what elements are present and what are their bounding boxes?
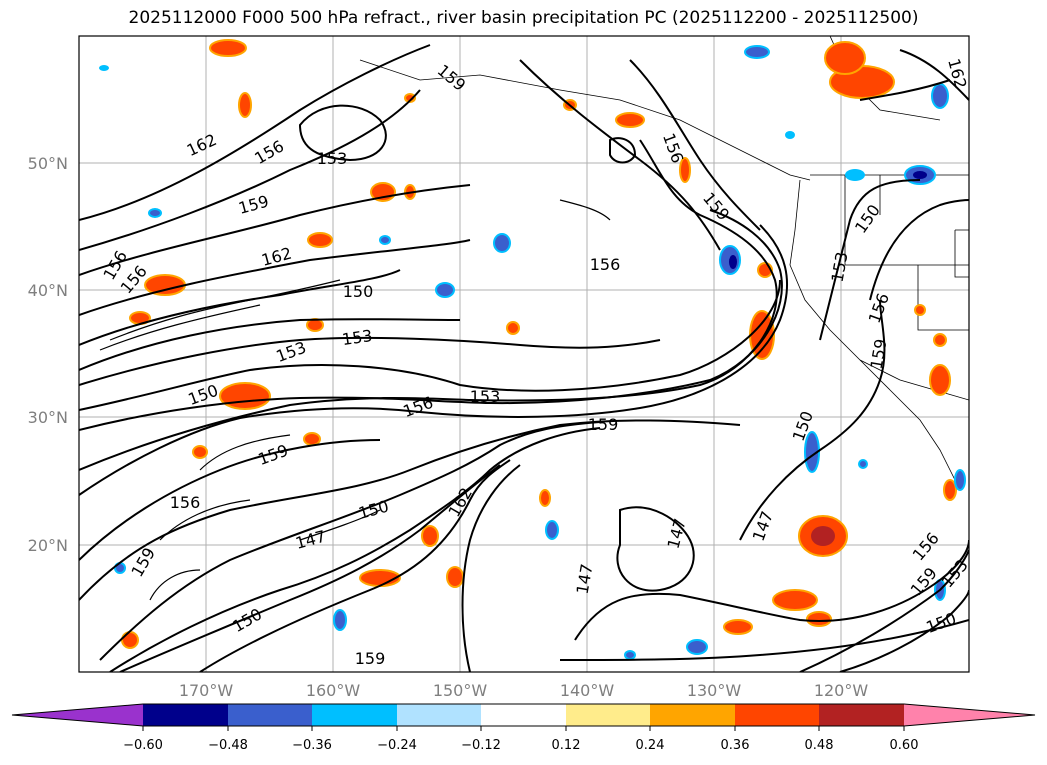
colorbar-tick-label: −0.60 (123, 738, 163, 753)
figure-title: 2025112000 F000 500 hPa refract., river … (128, 8, 919, 28)
lon-axis: 170°W 160°W 150°W 140°W 130°W 120°W (179, 681, 869, 700)
colorbar-tick-label: 0.24 (636, 738, 665, 753)
colorbar-bin (566, 704, 650, 726)
thin-contours (99, 199, 611, 601)
colorbar-tick-label: 0.48 (805, 738, 834, 753)
colorbar-tick-label: −0.36 (292, 738, 332, 753)
contour-label-153: 153 (341, 326, 374, 349)
colorbar-bin (650, 704, 735, 726)
colorbar-tick-label: −0.24 (377, 738, 417, 753)
colorbar-bin (143, 704, 228, 726)
contour-label-159: 159 (355, 649, 386, 668)
lat-tick-label: 30°N (28, 408, 68, 427)
lon-tick-label: 170°W (179, 681, 234, 700)
colorbar-tick-label: 0.12 (552, 738, 581, 753)
contour-label-156: 156 (170, 493, 201, 512)
contour-label-153: 153 (317, 149, 348, 168)
colorbar-bin (819, 704, 904, 726)
colorbar: −0.60 −0.48 −0.36 −0.24 −0.12 0.12 0.24 … (11, 703, 1036, 753)
lon-tick-label: 130°W (687, 681, 742, 700)
colorbar-bin (397, 704, 481, 726)
colorbar-bin (481, 704, 566, 726)
contour-label-156: 156 (590, 255, 621, 274)
colorbar-tick-label: −0.48 (208, 738, 248, 753)
colorbar-bin (735, 704, 819, 726)
coastlines (359, 36, 969, 491)
colorbar-bin (312, 704, 397, 726)
contour-label-159: 159 (588, 415, 619, 434)
lon-tick-label: 160°W (306, 681, 361, 700)
colorbar-tick-label: 0.36 (721, 738, 750, 753)
lat-tick-label: 20°N (28, 536, 68, 555)
colorbar-tick-label: −0.12 (461, 738, 501, 753)
lon-tick-label: 120°W (814, 681, 869, 700)
map-frame (78, 35, 970, 673)
colorbar-extend-high (904, 704, 1035, 726)
lat-axis: 50°N 40°N 30°N 20°N (28, 154, 68, 555)
lon-tick-label: 150°W (433, 681, 488, 700)
lat-tick-label: 40°N (28, 281, 68, 300)
height-contours (79, 44, 969, 672)
map-area (79, 36, 969, 672)
lon-tick-label: 140°W (560, 681, 615, 700)
colorbar-extend-low (12, 704, 143, 726)
contour-label-150: 150 (343, 282, 374, 301)
lat-tick-label: 50°N (28, 154, 68, 173)
contour-label-153: 153 (470, 387, 501, 406)
colorbar-tick-label: 0.60 (890, 738, 919, 753)
colorbar-bin (228, 704, 312, 726)
